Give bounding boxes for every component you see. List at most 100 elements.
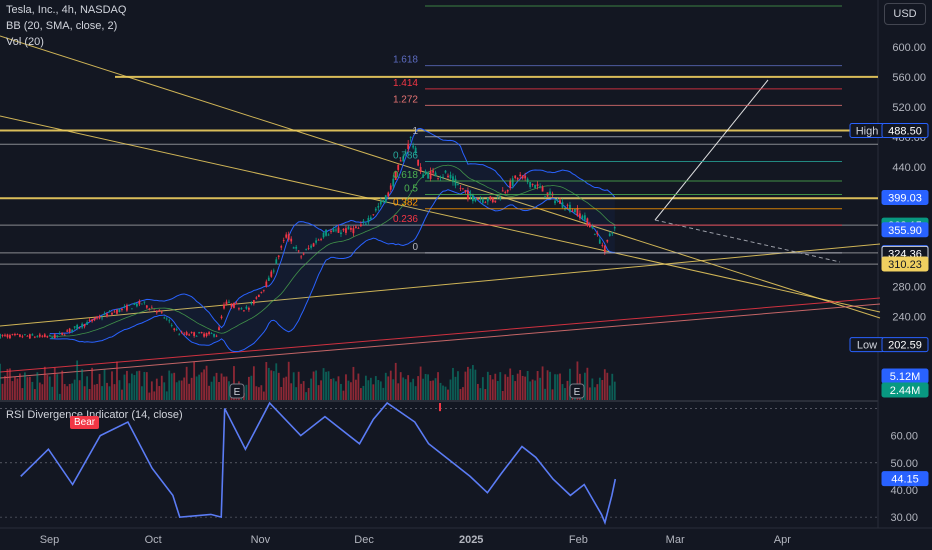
price-tag: High 488.50 [849,122,929,138]
volume-indicator-label[interactable]: Vol (20) [6,36,44,48]
candle-body [534,184,537,189]
volume-bar [606,372,609,400]
volume-bar [213,376,215,400]
volume-bar [481,377,484,400]
volume-bar [103,369,106,400]
candle-body [188,334,191,336]
candle-body [140,303,143,305]
grid [0,0,932,529]
volume-bar [489,375,492,400]
volume-bar [307,387,310,400]
rsi-indicator-label[interactable]: RSI Divergence Indicator (14, close) [6,409,183,421]
volume-bar [387,376,390,400]
volume-bar [9,368,11,400]
candle-body [489,196,492,200]
candle-body [265,281,268,287]
volume-bar [295,387,298,400]
volume-bar [437,372,439,400]
candle-body [414,147,417,154]
volume-bar [302,381,305,400]
candle-body [603,245,606,253]
candle-body [462,188,464,190]
volume-bar [531,379,534,400]
volume-bar [603,369,606,400]
volume-bar [158,386,161,400]
candle-body [407,143,410,149]
candle-body [158,310,161,311]
currency-button[interactable]: USD [884,3,926,25]
volume-ma-tag: 2.44M [881,382,929,398]
volume-bar [454,376,457,400]
time-tick-label: Dec [354,534,374,546]
volume-bar [340,383,342,400]
volume-bar [591,378,594,400]
candle-body [208,332,210,335]
tag-value-text: 5.12M [890,371,921,383]
fib-labels: 0 0.236 0.382 0.5 0.618 0.786 1 1.272 1.414 1.618 [393,5,842,254]
volume-bar [556,374,559,400]
candle-body [71,329,74,332]
candle-body [101,317,103,319]
volume-bar [108,386,111,400]
candle-body [434,172,437,177]
candle-body [457,184,459,185]
volume-bar [457,371,459,400]
fib-level-label: 1.272 [393,94,418,105]
volume-bar [113,384,116,400]
candle-body [574,209,576,213]
candle-body [200,332,203,334]
candle-body [225,301,228,304]
candle-body [175,329,178,331]
volume-bar [449,379,452,400]
volume-bar [223,376,225,400]
candle-body [486,197,489,202]
candle-body [23,334,26,336]
candle-body [439,176,442,178]
volume-bar [76,360,79,400]
volume-bar [66,386,69,400]
volume-bar [131,373,133,400]
volume-bar [499,372,502,400]
volume-bar [305,392,308,400]
rsi-line [20,401,617,526]
candle-body [153,309,156,311]
volume-bar [106,382,108,400]
candle-body [491,198,494,203]
candle-body [372,214,375,216]
volume-bar [364,375,367,400]
candle-body [516,177,519,180]
volume-bar [233,366,235,400]
volume-bar [215,372,218,400]
candle-body [554,200,556,204]
tag-value-text: 355.90 [888,225,922,237]
volume-bar [335,381,337,400]
candle-body [514,175,517,178]
volume-bar [180,380,183,400]
candle-body [145,305,148,308]
volume-bar [611,373,614,400]
volume-bar [145,372,148,400]
earnings-marker-label: E [574,387,581,398]
volume-bar [155,378,158,400]
volume-bar [118,380,121,400]
volume-bar [260,385,263,400]
candle-body [596,232,599,235]
candle-body [150,307,153,309]
candle-body [369,217,372,220]
volume-bar [526,370,529,400]
tag-value-box [881,256,929,272]
candle-body [571,210,574,212]
candle-body [81,323,84,328]
price-tick-label: 520.00 [892,102,926,114]
volume-bar [285,376,288,400]
bb-indicator-label[interactable]: BB (20, SMA, close, 2) [6,20,118,32]
candle-body [374,208,377,211]
volume-bar [11,381,14,400]
candle-body [593,234,596,236]
volume-bar [504,374,507,400]
candle-body [228,301,230,303]
candle-body [419,167,422,172]
volume-bar [255,386,258,400]
candle-body [160,311,163,313]
